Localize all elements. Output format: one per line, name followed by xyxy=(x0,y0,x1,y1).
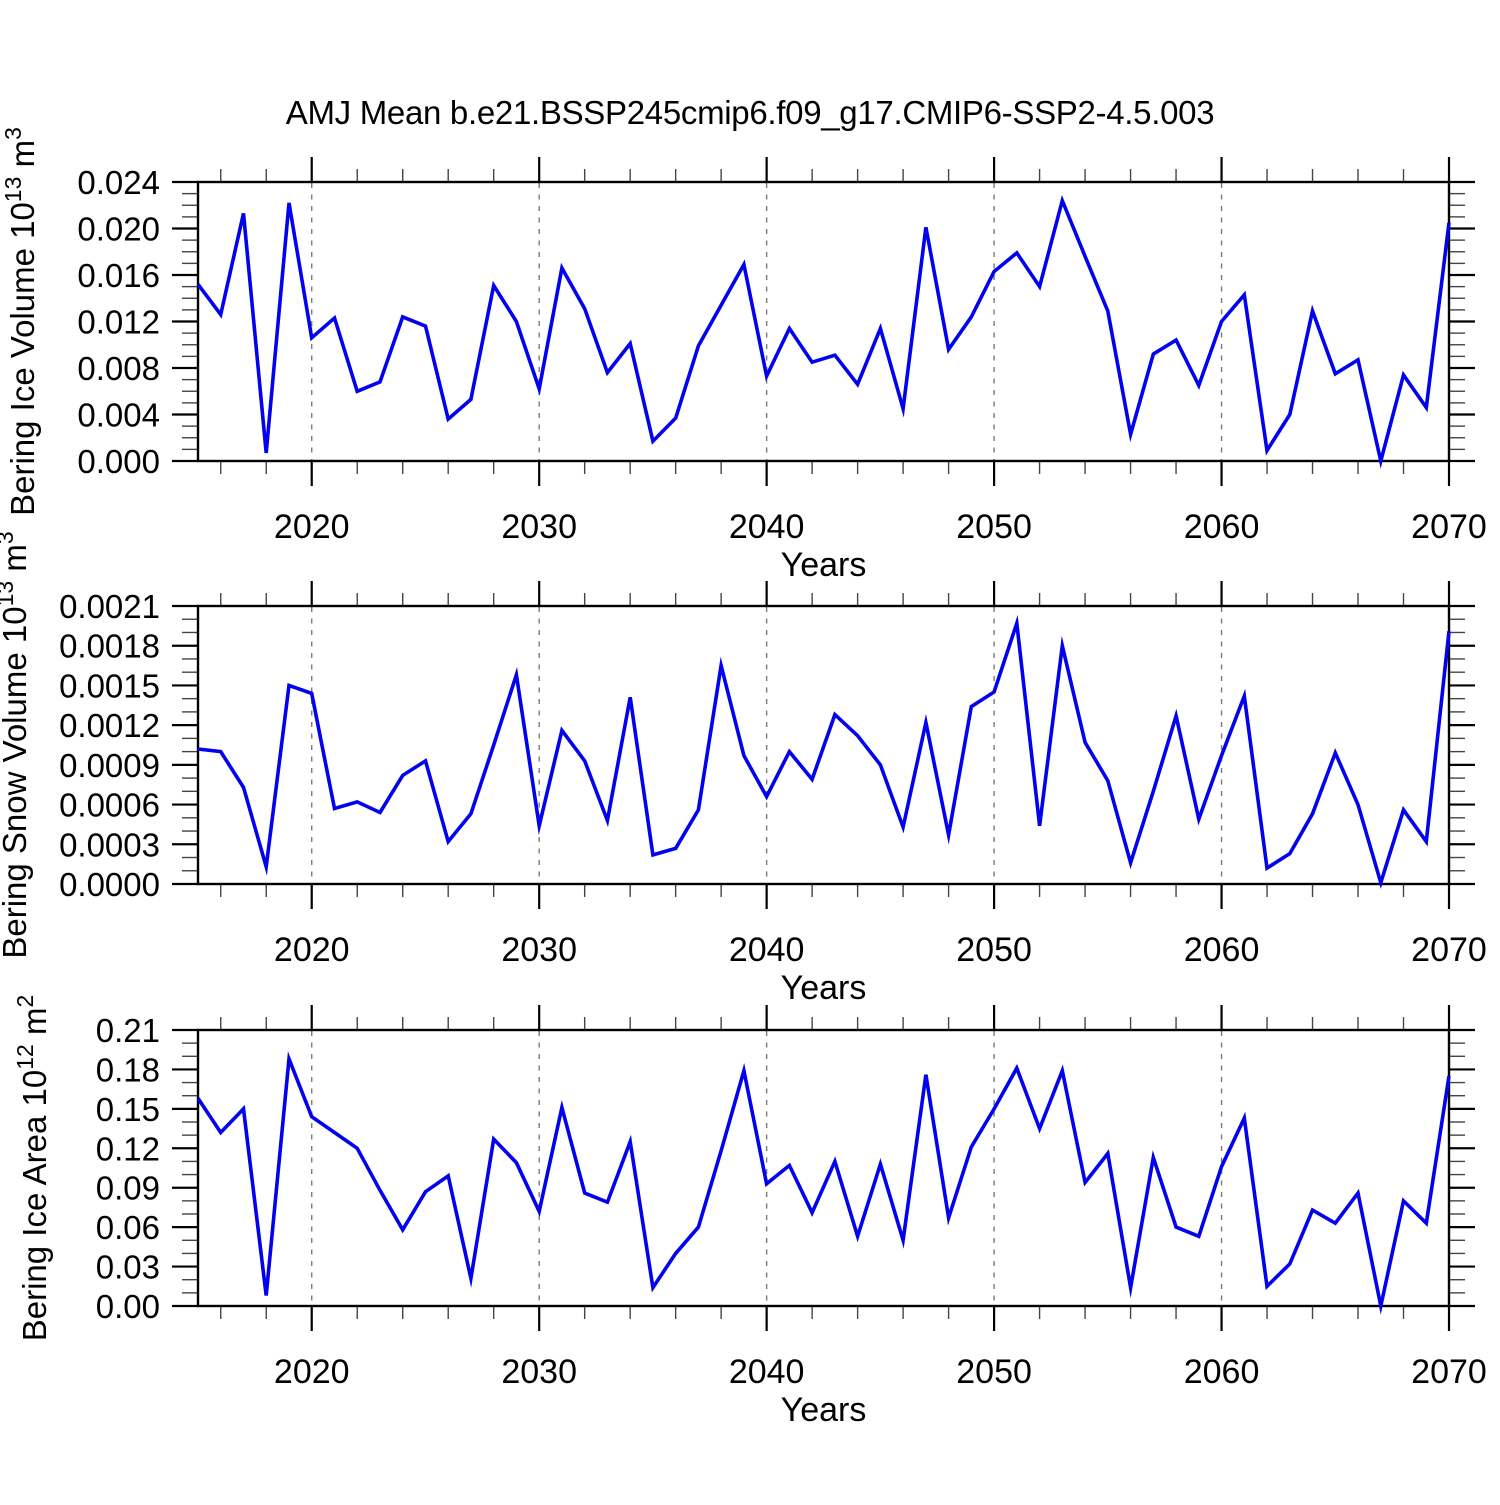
x-axis-title: Years xyxy=(781,969,867,1007)
x-tick-label: 2030 xyxy=(501,931,577,969)
x-tick-label: 2050 xyxy=(956,1353,1032,1391)
x-tick-label: 2060 xyxy=(1184,508,1260,546)
x-tick-label: 2020 xyxy=(274,1353,350,1391)
x-tick-label: 2050 xyxy=(956,931,1032,969)
x-tick-label: 2040 xyxy=(729,508,805,546)
y-axis-title: Bering Ice Volume 1013 m3 xyxy=(0,127,41,516)
data-line-bering-ice-volume xyxy=(196,194,1451,469)
panel-bering-ice-area: 2020 2030 2040 2050 2060 2070 0.000.030.060.09… xyxy=(12,995,1487,1429)
chart-title: AMJ Mean b.e21.BSSP245cmip6.f09_g17.CMIP… xyxy=(285,94,1215,131)
y-tick-label: 0.004 xyxy=(77,397,160,434)
y-tick-label: 0.016 xyxy=(77,257,160,294)
x-tick-label: 2030 xyxy=(501,508,577,546)
y-axis-title: Bering Ice Area 1012 m2 xyxy=(12,995,53,1342)
data-line-bering-snow-volume xyxy=(197,614,1451,889)
y-tick-label: 0.012 xyxy=(77,304,160,341)
x-tick-label: 2060 xyxy=(1184,931,1260,969)
x-tick-label: 2020 xyxy=(274,931,350,969)
y-tick-label: 0.020 xyxy=(77,211,160,248)
y-tick-label: 0.0018 xyxy=(59,628,160,665)
x-axis-title: Years xyxy=(781,1391,867,1429)
x-tick-label: 2070 xyxy=(1411,931,1487,969)
x-tick-label: 2070 xyxy=(1411,508,1487,546)
plot-frame xyxy=(196,604,1451,886)
y-tick-label: 0.15 xyxy=(96,1091,160,1128)
panel-bering-ice-volume: 2020 2030 2040 2050 2060 2070 0.000 0.004 0.008 0… xyxy=(0,127,1487,584)
y-axis-title: Bering Snow Volume 1013 m3 xyxy=(0,531,33,958)
x-axis-title: Years xyxy=(781,546,867,584)
y-tick-label: 0.06 xyxy=(96,1209,160,1246)
plot-frame xyxy=(196,180,1451,463)
data-line-bering-ice-area xyxy=(196,1051,1451,1315)
y-tick-label: 0.0000 xyxy=(59,866,160,903)
y-tick-label: 0.008 xyxy=(77,350,160,387)
x-tick-label: 2050 xyxy=(956,508,1032,546)
y-tick-label: 0.0021 xyxy=(59,588,160,625)
y-tick-label: 0.0006 xyxy=(59,787,160,824)
x-tick-label: 2020 xyxy=(274,508,350,546)
y-tick-label: 0.0012 xyxy=(59,707,160,744)
y-tick-label: 0.09 xyxy=(96,1170,160,1207)
y-tick-label: 0.0009 xyxy=(59,747,160,784)
panel-bering-snow-volume: 2020 2030 2040 2050 2060 20700.00000.00030.00… xyxy=(0,531,1487,1007)
x-tick-label: 2030 xyxy=(501,1353,577,1391)
y-tick-label: 0.0015 xyxy=(59,667,160,704)
x-tick-label: 2070 xyxy=(1411,1353,1487,1391)
y-tick-label: 0.03 xyxy=(96,1249,160,1286)
y-tick-label: 0.21 xyxy=(96,1012,160,1049)
x-tick-label: 2040 xyxy=(729,1353,805,1391)
y-tick-label: 0.00 xyxy=(96,1288,160,1325)
plot-frame xyxy=(196,1028,1451,1308)
x-tick-label: 2060 xyxy=(1184,1353,1260,1391)
y-tick-label: 0.12 xyxy=(96,1130,160,1167)
y-tick-label: 0.000 xyxy=(77,443,160,480)
y-tick-label: 0.18 xyxy=(96,1051,160,1088)
y-tick-label: 0.024 xyxy=(77,164,160,201)
y-tick-label: 0.0003 xyxy=(59,826,160,863)
x-tick-label: 2040 xyxy=(729,931,805,969)
